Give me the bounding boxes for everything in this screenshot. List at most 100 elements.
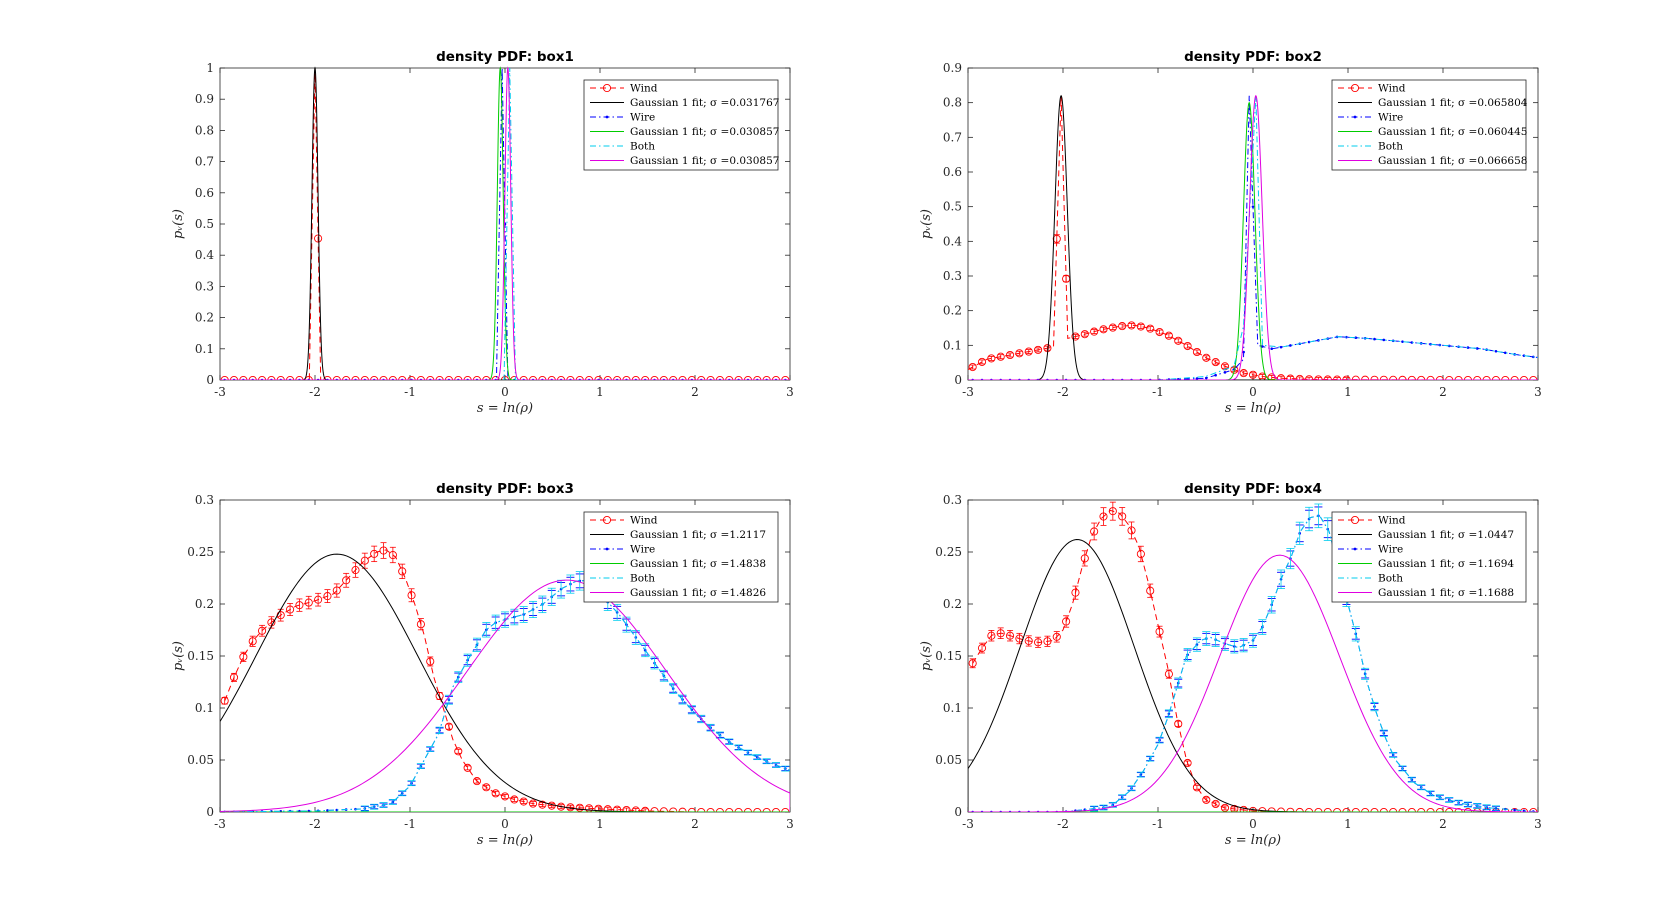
legend-label: Gaussian 1 fit; σ =0.066658 — [1378, 155, 1527, 167]
series-line-5 — [968, 95, 1538, 380]
legend-marker — [1350, 83, 1360, 93]
y-axis-label: pᵥ(s) — [171, 209, 186, 239]
data-point — [771, 807, 781, 812]
data-point — [1445, 807, 1454, 812]
series-group — [220, 66, 790, 380]
data-point — [1510, 807, 1519, 812]
data-point — [491, 789, 500, 798]
series-line-6 — [220, 579, 790, 812]
data-point — [753, 807, 762, 812]
data-point — [1314, 375, 1323, 380]
data-point — [1463, 807, 1472, 812]
legend-label: Gaussian 1 fit; σ =1.0447 — [1378, 529, 1514, 541]
data-point — [1127, 321, 1136, 330]
data-point — [1475, 347, 1479, 350]
data-point — [1276, 374, 1286, 380]
data-point — [1435, 807, 1444, 812]
x-tick-label: 1 — [596, 817, 604, 831]
data-point — [326, 809, 329, 812]
data-point — [1314, 807, 1323, 812]
x-tick-label: 2 — [1439, 385, 1447, 399]
data-point — [1519, 807, 1529, 812]
data-point — [1466, 346, 1470, 349]
data-point — [659, 807, 668, 812]
data-point — [594, 804, 603, 812]
data-point — [1351, 807, 1360, 812]
x-tick-label: -2 — [1057, 817, 1069, 831]
data-point — [977, 357, 987, 366]
data-point — [454, 747, 463, 756]
data-point — [1183, 341, 1192, 351]
chart-panel-3: density PDF: box3 -3 -2 -1 0 1 2 3 0 0.05 0.1 0.15 0… — [171, 481, 794, 848]
series-line-4 — [220, 66, 790, 380]
data-point — [1333, 807, 1342, 812]
data-point — [1080, 330, 1089, 339]
data-point — [1195, 377, 1199, 380]
data-point — [314, 234, 323, 243]
data-point — [528, 799, 538, 808]
data-point — [1155, 327, 1164, 337]
y-tick-label: 0.15 — [187, 649, 214, 663]
y-tick-label: 0.25 — [187, 545, 214, 559]
x-tick-label: 2 — [1439, 817, 1447, 831]
data-point — [298, 809, 301, 812]
legend-label: Gaussian 1 fit; σ =0.030857 — [630, 155, 779, 167]
data-point — [1099, 325, 1108, 334]
y-tick-label: 0.7 — [195, 155, 214, 169]
data-point — [1529, 807, 1538, 812]
data-point — [697, 807, 706, 812]
x-tick-label: 0 — [1249, 385, 1257, 399]
chart-title: density PDF: box4 — [1184, 481, 1322, 497]
data-point — [1211, 799, 1220, 809]
legend-marker — [605, 547, 609, 551]
data-point — [335, 808, 339, 812]
y-tick-label: 0.9 — [195, 92, 214, 106]
x-axis-label: s = ln(ρ) — [477, 401, 533, 416]
data-point — [1223, 371, 1227, 374]
y-tick-label: 0.3 — [943, 493, 962, 507]
legend-marker — [602, 515, 612, 525]
y-tick-label: 0.8 — [195, 123, 214, 137]
x-tick-label: -2 — [1057, 385, 1069, 399]
x-tick-label: -3 — [214, 385, 226, 399]
data-point — [1382, 338, 1386, 342]
data-point — [613, 805, 622, 812]
data-point — [987, 354, 996, 363]
x-tick-label: -1 — [1152, 817, 1164, 831]
legend: Wind Gaussian 1 fit; σ =0.031767 Wire Gauss… — [583, 79, 779, 171]
legend-label: Wire — [630, 544, 655, 556]
legend-box — [1331, 511, 1527, 603]
data-point — [1401, 340, 1404, 343]
legend-label: Gaussian 1 fit; σ =0.030857 — [630, 126, 779, 138]
data-point — [1071, 332, 1080, 341]
series-line-4 — [968, 101, 1538, 380]
data-point — [1118, 322, 1127, 331]
data-point — [1354, 336, 1358, 340]
y-tick-label: 0.4 — [943, 234, 962, 248]
legend-label: Wire — [630, 112, 655, 124]
data-point — [482, 783, 491, 792]
legend-label: Both — [1378, 573, 1403, 585]
data-point — [781, 807, 790, 812]
series-line-3 — [968, 95, 1538, 380]
x-tick-label: -3 — [962, 817, 974, 831]
data-point — [1289, 344, 1292, 347]
data-point — [996, 352, 1005, 361]
x-tick-label: 1 — [1344, 385, 1352, 399]
y-tick-label: 0.4 — [195, 248, 214, 262]
series-line-6 — [968, 94, 1538, 380]
y-tick-label: 0.1 — [195, 342, 214, 356]
data-point — [725, 807, 734, 812]
data-point — [1136, 322, 1145, 331]
y-tick-label: 0.1 — [195, 701, 214, 715]
y-tick-label: 0.2 — [195, 597, 214, 611]
data-point — [1239, 805, 1248, 812]
x-tick-label: 3 — [1534, 385, 1542, 399]
chart-panel-1: density PDF: box1 -3 -2 -1 0 1 2 3 0 0.1 0.2 0.3 0.4… — [171, 49, 794, 416]
data-point — [1015, 349, 1024, 358]
data-point — [715, 807, 724, 812]
series-line-2 — [968, 94, 1538, 380]
data-point — [762, 807, 771, 812]
data-point — [1494, 349, 1498, 353]
chart-panel-4: density PDF: box4 -3 -2 -1 0 1 2 3 0 0.05 0.1 0.15 0… — [919, 481, 1542, 848]
